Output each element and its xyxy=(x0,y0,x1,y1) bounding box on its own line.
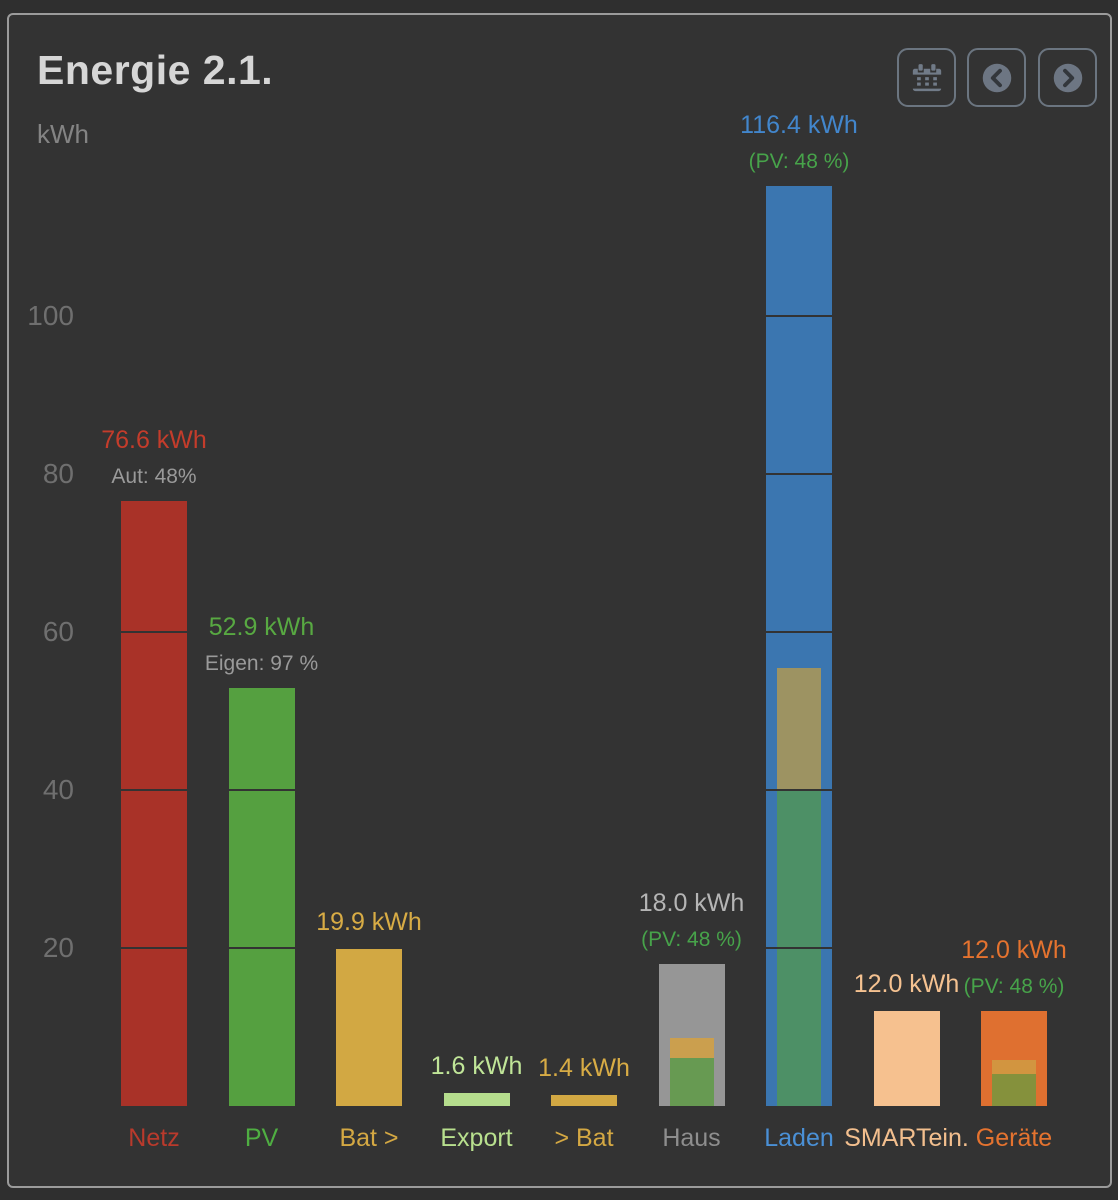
gridline-40 xyxy=(88,789,1100,791)
value-label-pv: 52.9 kWh xyxy=(208,613,315,642)
value-label-export: 1.6 kWh xyxy=(430,1052,523,1081)
subtitle-label-pv: Eigen: 97 % xyxy=(204,652,319,676)
category-label-bat-in: > Bat xyxy=(554,1124,614,1152)
bar-pv[interactable] xyxy=(228,688,295,1106)
chevron-left-circle-icon xyxy=(979,60,1015,96)
category-label-haus: Haus xyxy=(662,1124,721,1152)
y-tick-80: 80 xyxy=(42,458,74,489)
bar-bat-in[interactable] xyxy=(551,1094,617,1106)
bar-smartein[interactable] xyxy=(873,1011,940,1106)
bar-haus-overlay-battery xyxy=(669,1037,714,1058)
next-period-button[interactable] xyxy=(1038,48,1097,107)
bar-export[interactable] xyxy=(443,1093,510,1106)
category-label-bat-out: Bat > xyxy=(339,1124,399,1152)
energy-card: Energie 2.1. kWh xyxy=(7,13,1112,1188)
bar-bat-out[interactable] xyxy=(336,948,402,1106)
category-label-geraete: Geräte xyxy=(975,1124,1053,1152)
gridline-60 xyxy=(88,631,1100,633)
chevron-right-circle-icon xyxy=(1050,60,1086,96)
value-label-laden: 116.4 kWh xyxy=(740,111,858,140)
bar-haus-overlay-pv-direct xyxy=(669,1057,714,1106)
category-label-pv: PV xyxy=(244,1124,279,1152)
bar-geraete-overlay-pv-direct xyxy=(992,1073,1036,1106)
y-tick-100: 100 xyxy=(27,300,74,331)
gridline-100 xyxy=(88,315,1100,317)
value-label-geraete: 12.0 kWh xyxy=(961,936,1067,965)
subtitle-label-netz: Aut: 48% xyxy=(111,464,197,488)
value-label-bat-out: 19.9 kWh xyxy=(316,907,422,936)
subtitle-label-laden: (PV: 48 %) xyxy=(748,150,850,174)
y-tick-40: 40 xyxy=(42,774,74,805)
page-title: Energie 2.1. xyxy=(37,47,274,93)
y-tick-60: 60 xyxy=(42,616,74,647)
bar-laden-overlay-battery xyxy=(777,668,821,790)
category-label-netz: Netz xyxy=(128,1124,180,1152)
gridline-20 xyxy=(88,947,1100,949)
value-label-haus: 18.0 kWh xyxy=(638,888,745,917)
calendar-button[interactable] xyxy=(897,48,956,107)
category-label-smartein: SMARTein. xyxy=(844,1124,969,1152)
calendar-icon xyxy=(910,61,944,95)
subtitle-label-haus: (PV: 48 %) xyxy=(641,927,742,951)
previous-period-button[interactable] xyxy=(967,48,1026,107)
y-axis-unit-label: kWh xyxy=(37,119,89,149)
category-label-laden: Laden xyxy=(764,1124,834,1152)
y-tick-20: 20 xyxy=(42,932,74,963)
bar-netz[interactable] xyxy=(121,500,187,1106)
gridline-80 xyxy=(88,473,1100,475)
value-label-bat-in: 1.4 kWh xyxy=(538,1053,630,1082)
value-label-smartein: 12.0 kWh xyxy=(853,970,960,999)
category-label-export: Export xyxy=(440,1124,513,1152)
bar-geraete-overlay-battery xyxy=(992,1060,1036,1074)
subtitle-label-geraete: (PV: 48 %) xyxy=(963,975,1065,999)
value-label-netz: 76.6 kWh xyxy=(101,425,207,454)
